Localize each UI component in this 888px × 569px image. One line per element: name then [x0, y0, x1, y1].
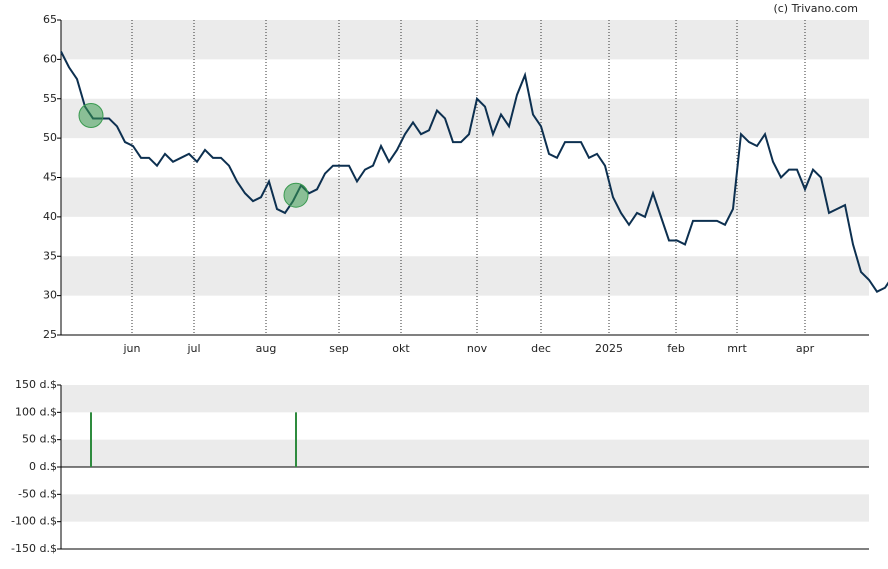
y-tick-label: 40 [43, 210, 57, 223]
y-tick-label: -100 d.$ [11, 515, 57, 528]
band [61, 494, 869, 522]
y-tick-label: 30 [43, 289, 57, 302]
y-tick-label: 150 d.$ [15, 378, 57, 391]
y-tick-label: 45 [43, 171, 57, 184]
event-marker [283, 182, 309, 208]
band [61, 256, 869, 296]
band [61, 177, 869, 217]
y-tick-label: 100 d.$ [15, 405, 57, 418]
y-tick-label: 60 [43, 52, 57, 65]
y-tick-label: 55 [43, 92, 57, 105]
band [61, 385, 869, 413]
x-tick-label: aug [256, 342, 277, 355]
y-tick-label: 25 [43, 328, 57, 341]
x-tick-label: 2025 [595, 342, 623, 355]
y-tick-label: 50 d.$ [22, 433, 57, 446]
y-tick-label: 65 [43, 13, 57, 26]
price-line [60, 51, 888, 293]
band [61, 98, 869, 139]
event-marker [78, 102, 104, 128]
band [61, 439, 869, 467]
y-tick-label: 50 [43, 131, 57, 144]
x-tick-label: okt [392, 342, 410, 355]
x-tick-label: nov [467, 342, 488, 355]
x-tick-label: jun [123, 342, 141, 355]
x-tick-label: dec [531, 342, 551, 355]
y-tick-label: 0 d.$ [29, 460, 57, 473]
y-tick-label: -50 d.$ [18, 487, 57, 500]
y-tick-label: -150 d.$ [11, 542, 57, 555]
x-tick-label: sep [329, 342, 348, 355]
credit: (c) Trivano.com [773, 2, 858, 15]
band [61, 20, 869, 60]
x-tick-label: mrt [727, 342, 747, 355]
x-tick-label: feb [667, 342, 685, 355]
x-tick-label: jul [186, 342, 200, 355]
x-tick-label: apr [796, 342, 815, 355]
y-tick-label: 35 [43, 249, 57, 262]
